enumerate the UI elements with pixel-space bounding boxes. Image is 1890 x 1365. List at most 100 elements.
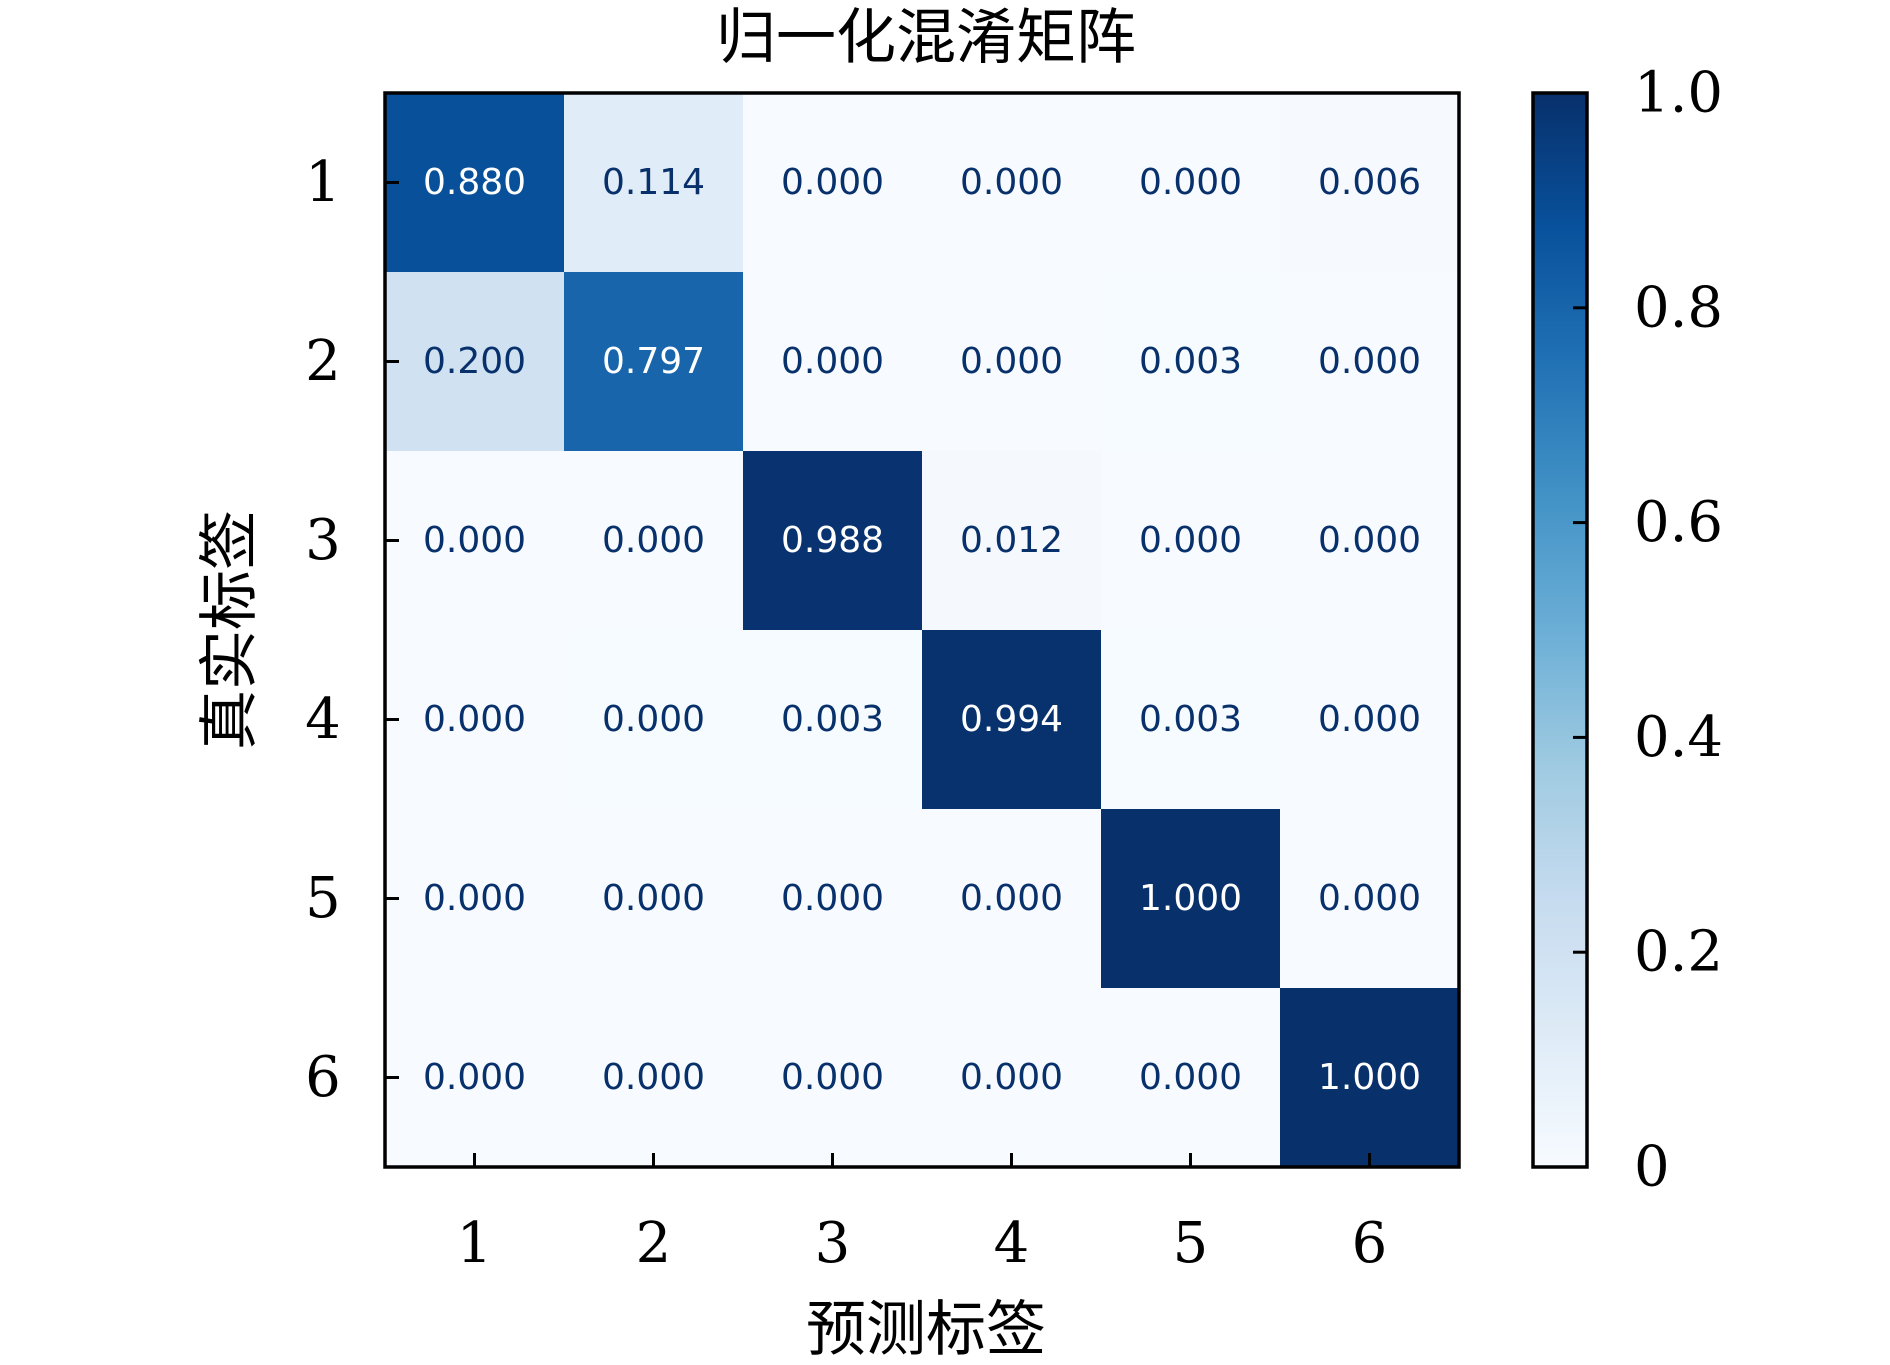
colorbar-tick-label: 0.4 — [1634, 705, 1723, 770]
cell-value-label: 0.797 — [602, 341, 705, 382]
cell-value-label: 0.994 — [960, 699, 1063, 740]
colorbar-tick-label: 1.0 — [1634, 61, 1723, 126]
y-axis-label: 真实标签 — [195, 510, 265, 750]
cell-value-label: 0.012 — [960, 520, 1063, 561]
cell-value-label: 0.880 — [423, 162, 526, 203]
heatmap-cell — [564, 988, 744, 1168]
heatmap-cell — [385, 272, 565, 452]
heatmap-cell — [1280, 988, 1460, 1168]
cell-value-label: 0.000 — [423, 699, 526, 740]
y-tick-label: 1 — [305, 150, 341, 215]
heatmap-cell — [922, 272, 1102, 452]
heatmap-cell — [564, 809, 744, 989]
heatmap-cell — [922, 93, 1102, 273]
cell-value-label: 0.000 — [1318, 699, 1421, 740]
colorbar-tick-label: 0.2 — [1634, 920, 1723, 985]
cell-value-label: 0.000 — [602, 878, 705, 919]
heatmap-cell — [564, 630, 744, 810]
x-tick-label: 6 — [1352, 1211, 1388, 1276]
heatmap-cell — [385, 630, 565, 810]
heatmap-cell — [1101, 809, 1281, 989]
cell-value-label: 0.000 — [781, 1057, 884, 1098]
plot-frame — [383, 91, 1461, 1169]
heatmap-cell — [922, 809, 1102, 989]
cell-value-label: 0.000 — [423, 878, 526, 919]
cell-value-label: 0.000 — [960, 162, 1063, 203]
cell-value-label: 0.000 — [960, 1057, 1063, 1098]
heatmap-cell — [743, 630, 923, 810]
x-axis-label: 预测标签 — [806, 1295, 1046, 1365]
cell-value-label: 0.114 — [602, 162, 705, 203]
heatmap-cell — [743, 809, 923, 989]
y-axis: 1 2 3 4 5 6 — [305, 150, 399, 1110]
colorbar-ticks: 0 0.2 0.4 0.6 0.8 1.0 — [1573, 61, 1723, 1200]
cell-value-label: 0.003 — [1139, 699, 1242, 740]
cell-value-label: 0.003 — [781, 699, 884, 740]
heatmap-cell — [1280, 451, 1460, 631]
cell-value-label: 0.000 — [423, 520, 526, 561]
heatmap-cell — [385, 809, 565, 989]
cell-value-label: 1.000 — [1318, 1057, 1421, 1098]
heatmap-cell — [385, 451, 565, 631]
heatmap-cell — [1280, 272, 1460, 452]
heatmap-cell — [1280, 809, 1460, 989]
cell-value-label: 0.000 — [1318, 520, 1421, 561]
cell-value-label: 1.000 — [1139, 878, 1242, 919]
heatmap-cell — [564, 272, 744, 452]
heatmap-cell — [385, 93, 565, 273]
heatmap-cell — [564, 93, 744, 273]
heatmap-cell — [743, 451, 923, 631]
cell-value-label: 0.000 — [1318, 878, 1421, 919]
heatmap-cell — [1280, 93, 1460, 273]
cell-value-label: 0.200 — [423, 341, 526, 382]
colorbar-tick-label: 0.6 — [1634, 490, 1723, 555]
cell-value-label: 0.000 — [781, 878, 884, 919]
heatmap-cell — [922, 988, 1102, 1168]
x-tick-label: 5 — [1173, 1211, 1209, 1276]
heatmap-cell — [1101, 451, 1281, 631]
cell-value-label: 0.000 — [602, 1057, 705, 1098]
heatmap-cell — [1101, 272, 1281, 452]
heatmap-cell — [922, 451, 1102, 631]
cell-value-label: 0.006 — [1318, 162, 1421, 203]
cell-value-label: 0.988 — [781, 520, 884, 561]
heatmap-cell — [922, 630, 1102, 810]
x-tick-label: 1 — [457, 1211, 493, 1276]
colorbar-tick-label: 0.8 — [1634, 275, 1723, 340]
heatmap-cell — [743, 272, 923, 452]
cell-value-labels: 0.880 0.114 0.000 0.000 0.000 0.006 0.200 0.797… — [423, 162, 1421, 1098]
y-tick-label: 3 — [305, 508, 341, 573]
heatmap-cell — [1101, 630, 1281, 810]
chart-title: 归一化混淆矩阵 — [716, 3, 1136, 73]
cell-value-label: 0.000 — [960, 878, 1063, 919]
cell-value-label: 0.000 — [781, 162, 884, 203]
cell-value-label: 0.000 — [602, 520, 705, 561]
x-axis: 1 2 3 4 5 6 — [457, 1153, 1388, 1276]
heatmap-cell — [1101, 93, 1281, 273]
cell-value-label: 0.000 — [1318, 341, 1421, 382]
cell-value-label: 0.000 — [423, 1057, 526, 1098]
heatmap-cells — [385, 93, 1460, 1168]
cell-value-label: 0.000 — [960, 341, 1063, 382]
cell-value-label: 0.000 — [781, 341, 884, 382]
x-tick-label: 3 — [815, 1211, 851, 1276]
heatmap-cell — [1101, 988, 1281, 1168]
cell-value-label: 0.003 — [1139, 341, 1242, 382]
y-tick-label: 5 — [305, 866, 341, 931]
cell-value-label: 0.000 — [1139, 1057, 1242, 1098]
y-tick-label: 6 — [305, 1045, 341, 1110]
heatmap-cell — [1280, 630, 1460, 810]
colorbar — [1531, 91, 1589, 1169]
x-tick-label: 2 — [636, 1211, 672, 1276]
cell-value-label: 0.000 — [602, 699, 705, 740]
y-tick-label: 2 — [305, 329, 341, 394]
x-tick-label: 4 — [994, 1211, 1030, 1276]
heatmap-cell — [385, 988, 565, 1168]
colorbar-tick-label: 0 — [1634, 1135, 1670, 1200]
y-tick-label: 4 — [305, 687, 341, 752]
heatmap-cell — [743, 988, 923, 1168]
cell-value-label: 0.000 — [1139, 162, 1242, 203]
heatmap-cell — [743, 93, 923, 273]
cell-value-label: 0.000 — [1139, 520, 1242, 561]
